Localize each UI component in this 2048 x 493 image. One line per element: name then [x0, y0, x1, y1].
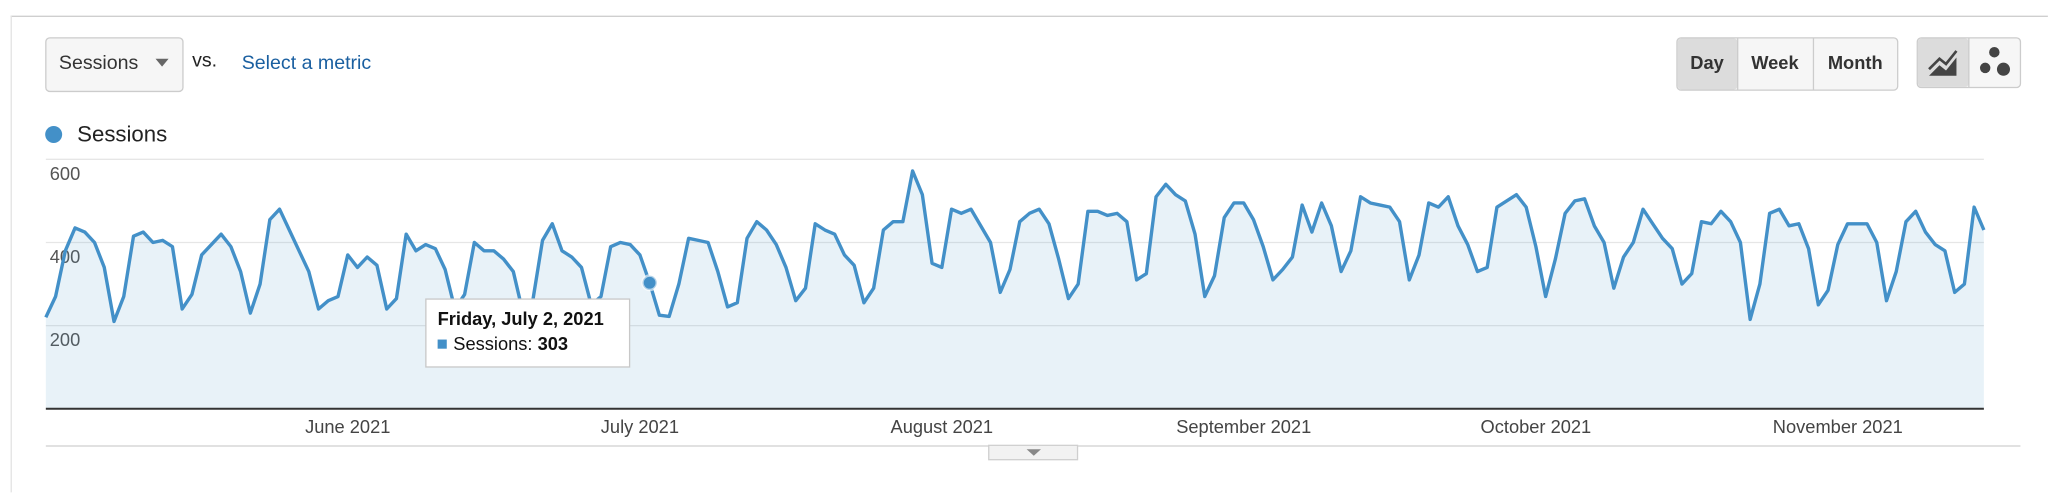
chart-type-buttons [1916, 37, 2022, 89]
motion-chart-icon[interactable] [1979, 62, 1991, 74]
period-buttons: Day Week Month [1676, 37, 1899, 91]
x-tick-label: September 2021 [1176, 416, 1311, 437]
tooltip-title: Friday, July 2, 2021 [438, 308, 604, 329]
day-button-active[interactable] [1677, 38, 1738, 90]
dropdown-box[interactable] [45, 37, 184, 93]
area-fill [45, 170, 1984, 409]
metric-dropdown[interactable]: Sessions [45, 37, 184, 93]
week-button[interactable]: Week [1751, 52, 1799, 73]
vs-label: vs. [192, 50, 217, 72]
x-tick-label: August 2021 [891, 416, 994, 437]
hover-point[interactable] [641, 274, 659, 292]
x-tick-label: November 2021 [1773, 416, 1903, 437]
series-line [44, 169, 1986, 324]
legend-label[interactable]: Sessions [77, 122, 167, 147]
tooltip: Friday, July 2, 2021 Sessions: 303 [425, 298, 631, 368]
tooltip-swatch [437, 339, 447, 349]
select-metric-link[interactable]: Select a metric [242, 52, 372, 74]
tooltip-label: Sessions: [453, 333, 532, 354]
x-tick-label: October 2021 [1481, 416, 1592, 437]
x-tick-label: July 2021 [601, 416, 679, 437]
x-tick-label: June 2021 [305, 416, 390, 437]
collapse-arrow [1026, 449, 1041, 456]
tooltip-box [425, 298, 631, 368]
tooltip-row: Sessions: 303 [453, 333, 568, 354]
line-chart-icon [1929, 57, 1957, 76]
legend-marker [45, 126, 63, 144]
dropdown-label[interactable]: Sessions [59, 52, 139, 74]
y-tick-label: 600 [50, 163, 80, 184]
month-button[interactable]: Month [1828, 52, 1883, 73]
line-chart-icon [1928, 50, 1958, 71]
y-tick-label: 200 [50, 329, 80, 350]
day-button[interactable]: Day [1690, 52, 1724, 73]
dropdown-arrow [155, 58, 169, 67]
motion-chart-icon[interactable] [1989, 47, 2000, 58]
motion-chart-icon[interactable] [1996, 62, 2010, 76]
tooltip-value: 303 [538, 333, 568, 354]
